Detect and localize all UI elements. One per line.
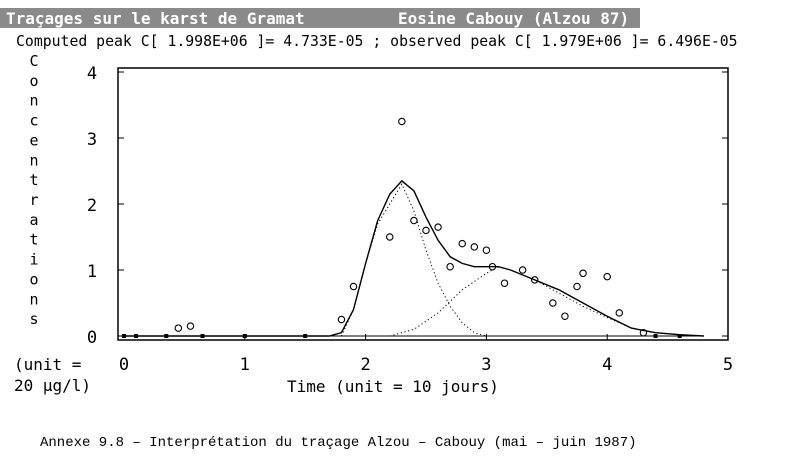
series-layer — [122, 117, 704, 338]
observed-point — [422, 226, 430, 235]
y-axis-label-char: n — [29, 290, 38, 308]
chart-subtitle: Computed peak C[ 1.998E+06 ]= 4.733E-05 … — [16, 33, 738, 50]
y-axis-label-char: o — [29, 270, 38, 288]
axis-ticks: 0 1 2 3 4 5 0 1 2 3 4 — [87, 64, 733, 375]
y-unit-line1: (unit = — [14, 355, 81, 374]
y-tick-label: 3 — [87, 130, 97, 150]
y-axis-label-char: i — [29, 251, 38, 269]
y-tick-label: 1 — [87, 262, 97, 282]
observed-point — [410, 216, 418, 225]
x-tick-label: 2 — [360, 355, 370, 375]
observed-point — [615, 309, 624, 317]
computed-total-line — [124, 179, 704, 337]
header-title-left: Traçages sur le karst de Gramat — [6, 9, 305, 28]
component_2-line — [389, 266, 692, 337]
y-tick-label: 2 — [87, 196, 97, 216]
observed-point — [518, 266, 527, 274]
y-axis-label-char: o — [29, 72, 38, 90]
observed-point — [434, 223, 442, 231]
y-axis-label-char: s — [29, 310, 38, 328]
observed-point — [446, 262, 454, 271]
observed-point — [603, 272, 611, 281]
observed-point — [561, 312, 569, 320]
observed-point — [186, 322, 195, 330]
y-axis-label-char: a — [29, 211, 38, 229]
x-tick-label: 3 — [481, 355, 491, 375]
observed-point — [573, 282, 581, 291]
y-axis-label-char: r — [29, 191, 38, 209]
y-axis-label-char: e — [29, 131, 38, 149]
y-axis-label-char: n — [29, 92, 38, 110]
observed-point — [386, 233, 394, 241]
header-title-right: Eosine Cabouy (Alzou 87) — [398, 9, 629, 28]
x-tick-label: 4 — [602, 355, 612, 375]
y-tick-label: 4 — [87, 64, 97, 84]
y-tick-label: 0 — [87, 328, 97, 348]
plot-frame — [117, 67, 729, 341]
observed-point — [458, 239, 466, 248]
x-tick-label: 5 — [723, 355, 733, 375]
y-unit-line2: 20 µg/l) — [14, 376, 91, 395]
observed-point — [579, 269, 587, 278]
observed-point — [530, 276, 539, 284]
figure-caption: Annexe 9.8 – Interprétation du traçage A… — [40, 435, 637, 451]
y-axis-label-char: C — [29, 52, 38, 70]
x-tick-label: 1 — [240, 355, 250, 375]
component_1-line — [340, 183, 487, 337]
observed-point — [500, 279, 509, 287]
header-bar — [0, 8, 640, 28]
y-axis-label-char: n — [29, 151, 38, 169]
observed-point — [482, 246, 491, 254]
observed-point — [549, 299, 557, 307]
x-axis-label: Time (unit = 10 jours) — [287, 377, 499, 396]
observed-point — [349, 282, 358, 291]
x-tick-label: 0 — [119, 355, 129, 375]
observed-point — [174, 324, 183, 332]
observed-point — [470, 243, 479, 251]
y-axis-label-char: t — [29, 231, 38, 249]
observed-point — [398, 117, 406, 126]
observed-point — [337, 315, 346, 324]
y-axis-label-char: t — [29, 171, 38, 189]
y-axis-label-char: c — [29, 112, 38, 130]
